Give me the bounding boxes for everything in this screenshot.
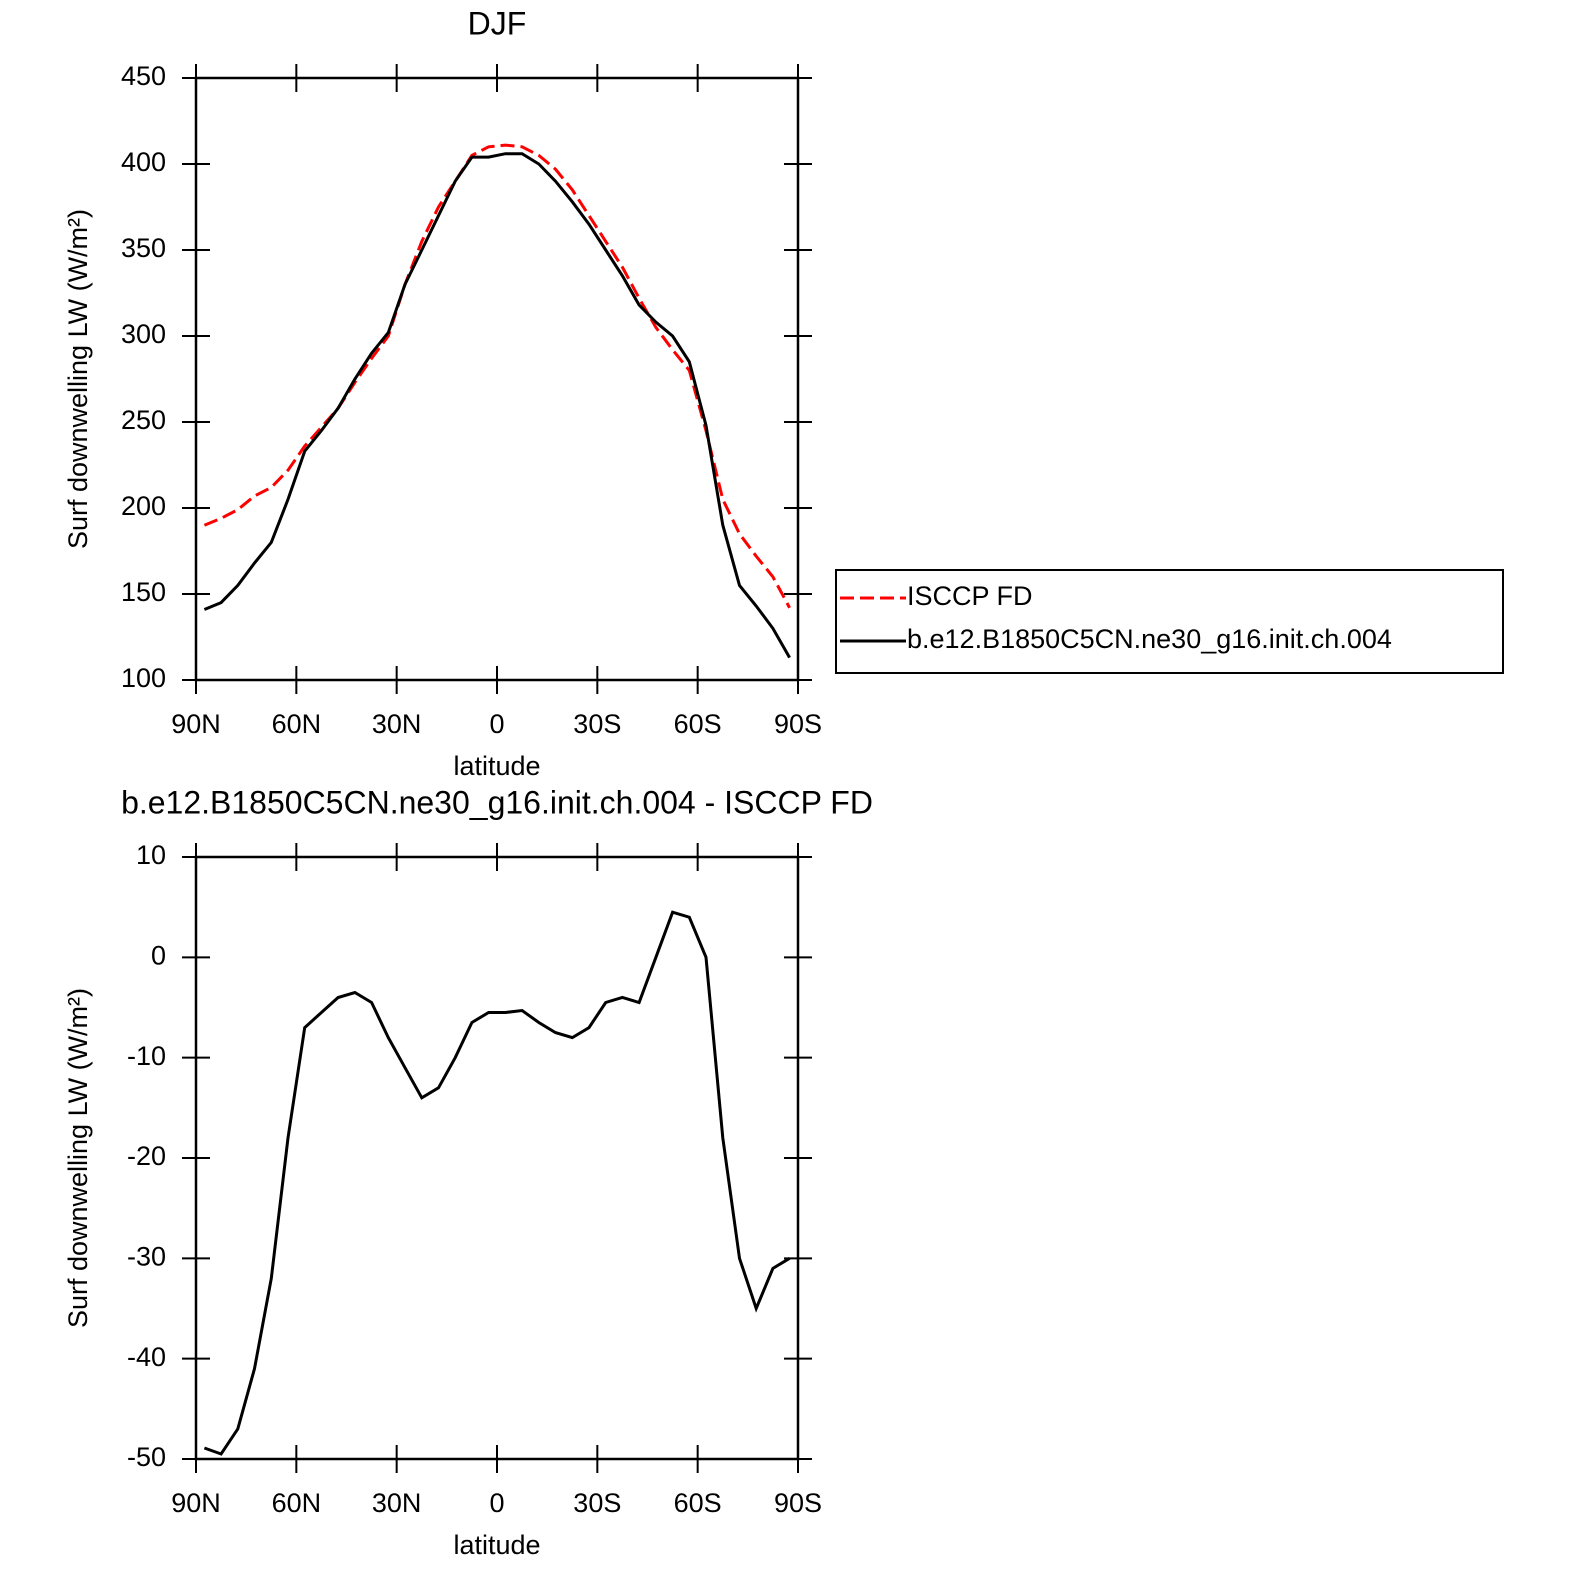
x-tick-label: 30S: [573, 709, 621, 739]
y-axis-label: Surf downwelling LW (W/m²): [63, 988, 93, 1328]
x-tick-label: 90N: [171, 709, 221, 739]
y-tick-label: 200: [121, 491, 166, 521]
y-tick-label: -10: [127, 1041, 166, 1071]
y-tick-label: 300: [121, 319, 166, 349]
data-line: [203, 143, 791, 609]
x-tick-label: 30N: [372, 709, 422, 739]
x-tick-label: 60S: [674, 709, 722, 739]
data-line: [203, 152, 791, 659]
y-tick-label: 0: [151, 940, 166, 970]
legend-box: [835, 569, 1504, 674]
y-tick-label: 10: [136, 840, 166, 870]
y-tick-label: -50: [127, 1442, 166, 1472]
x-tick-label: 60N: [272, 1488, 322, 1518]
legend-label: b.e12.B1850C5CN.ne30_g16.init.ch.004: [907, 624, 1392, 654]
chart-title: DJF: [468, 5, 527, 41]
x-tick-label: 60N: [272, 709, 322, 739]
x-tick-label: 0: [489, 1488, 504, 1518]
x-tick-label: 60S: [674, 1488, 722, 1518]
x-tick-label: 30S: [573, 1488, 621, 1518]
y-tick-label: 250: [121, 405, 166, 435]
y-axis-label: Surf downwelling LW (W/m²): [63, 209, 93, 549]
chart-title: b.e12.B1850C5CN.ne30_g16.init.ch.004 - I…: [121, 784, 873, 820]
x-tick-label: 0: [489, 709, 504, 739]
x-axis-label: latitude: [453, 1530, 540, 1560]
y-tick-label: 100: [121, 663, 166, 693]
y-tick-label: 450: [121, 61, 166, 91]
x-tick-label: 90S: [774, 709, 822, 739]
y-tick-label: -20: [127, 1141, 166, 1171]
plot-frame: [194, 76, 800, 682]
data-line: [203, 910, 791, 1456]
x-tick-label: 90N: [171, 1488, 221, 1518]
legend-label: ISCCP FD: [907, 581, 1033, 611]
y-tick-label: 150: [121, 577, 166, 607]
y-tick-label: -40: [127, 1342, 166, 1372]
x-axis-label: latitude: [453, 751, 540, 781]
x-tick-label: 90S: [774, 1488, 822, 1518]
y-tick-label: 350: [121, 233, 166, 263]
x-tick-label: 30N: [372, 1488, 422, 1518]
y-tick-label: -30: [127, 1241, 166, 1271]
y-tick-label: 400: [121, 147, 166, 177]
